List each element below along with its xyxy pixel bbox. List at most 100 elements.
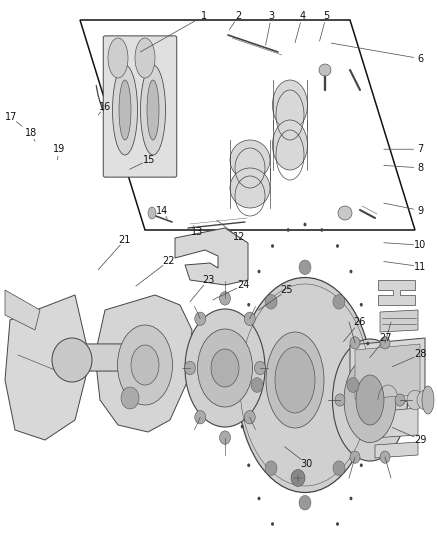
- Polygon shape: [372, 408, 418, 438]
- Circle shape: [254, 361, 265, 375]
- Circle shape: [350, 337, 360, 349]
- Ellipse shape: [117, 325, 173, 405]
- Circle shape: [258, 497, 261, 500]
- Text: 18: 18: [25, 128, 37, 138]
- Ellipse shape: [185, 309, 265, 427]
- Ellipse shape: [272, 80, 307, 130]
- Text: 26: 26: [353, 318, 365, 327]
- Ellipse shape: [131, 345, 159, 385]
- Text: 17: 17: [5, 112, 17, 122]
- Circle shape: [265, 294, 277, 309]
- Ellipse shape: [275, 347, 315, 413]
- Text: 16: 16: [99, 102, 111, 111]
- Polygon shape: [375, 442, 418, 458]
- Ellipse shape: [142, 93, 167, 108]
- Circle shape: [347, 378, 359, 392]
- Circle shape: [251, 378, 263, 392]
- Text: 29: 29: [414, 435, 427, 445]
- Ellipse shape: [141, 65, 166, 155]
- Ellipse shape: [338, 206, 352, 220]
- Polygon shape: [5, 290, 40, 330]
- Circle shape: [335, 394, 345, 406]
- Text: 4: 4: [299, 11, 305, 21]
- Polygon shape: [95, 295, 192, 432]
- Circle shape: [380, 337, 390, 349]
- Circle shape: [258, 270, 261, 273]
- Circle shape: [350, 451, 360, 463]
- Circle shape: [287, 228, 290, 232]
- Ellipse shape: [148, 207, 156, 219]
- Text: 7: 7: [417, 144, 424, 154]
- Circle shape: [366, 342, 369, 345]
- Circle shape: [395, 394, 405, 406]
- Ellipse shape: [266, 332, 324, 428]
- Circle shape: [368, 383, 371, 387]
- Text: 22: 22: [162, 256, 175, 266]
- Text: 27: 27: [379, 334, 392, 343]
- Circle shape: [360, 463, 363, 467]
- Text: 11: 11: [414, 262, 427, 271]
- Text: 6: 6: [417, 54, 424, 63]
- Ellipse shape: [230, 140, 270, 180]
- Circle shape: [195, 410, 206, 424]
- Ellipse shape: [135, 38, 155, 78]
- Circle shape: [244, 410, 255, 424]
- Text: 8: 8: [417, 163, 424, 173]
- Circle shape: [417, 390, 433, 410]
- Text: 13: 13: [191, 227, 203, 237]
- Ellipse shape: [140, 90, 170, 110]
- Circle shape: [184, 361, 195, 375]
- Polygon shape: [355, 344, 420, 399]
- Circle shape: [239, 383, 241, 387]
- Circle shape: [380, 451, 390, 463]
- Text: 24: 24: [237, 280, 249, 290]
- Polygon shape: [380, 310, 418, 332]
- Text: 15: 15: [143, 155, 155, 165]
- Circle shape: [299, 260, 311, 274]
- Circle shape: [350, 270, 353, 273]
- Ellipse shape: [119, 80, 131, 140]
- Circle shape: [333, 294, 345, 309]
- Circle shape: [320, 228, 323, 232]
- Text: 21: 21: [119, 235, 131, 245]
- Ellipse shape: [52, 338, 92, 382]
- Text: 1: 1: [201, 11, 207, 21]
- Circle shape: [219, 431, 230, 445]
- Ellipse shape: [356, 375, 384, 425]
- Circle shape: [244, 312, 255, 326]
- Ellipse shape: [113, 65, 138, 155]
- Circle shape: [121, 387, 139, 409]
- Circle shape: [195, 312, 206, 326]
- Circle shape: [350, 497, 353, 500]
- Polygon shape: [5, 295, 90, 440]
- Circle shape: [299, 495, 311, 510]
- Circle shape: [333, 461, 345, 475]
- Ellipse shape: [237, 278, 372, 492]
- Text: 2: 2: [236, 11, 242, 21]
- Circle shape: [360, 303, 363, 306]
- Text: 3: 3: [268, 11, 275, 21]
- Circle shape: [366, 425, 369, 429]
- Circle shape: [271, 244, 274, 248]
- Ellipse shape: [332, 339, 407, 461]
- Ellipse shape: [344, 358, 396, 442]
- Ellipse shape: [198, 329, 252, 407]
- Text: 19: 19: [53, 144, 65, 154]
- Ellipse shape: [211, 349, 239, 387]
- Text: 23: 23: [202, 275, 214, 285]
- Text: 30: 30: [300, 459, 313, 469]
- Text: 14: 14: [156, 206, 168, 215]
- Circle shape: [219, 292, 230, 305]
- Ellipse shape: [147, 80, 159, 140]
- Circle shape: [291, 470, 305, 487]
- Text: 10: 10: [414, 240, 427, 250]
- Text: 5: 5: [323, 11, 329, 21]
- Circle shape: [247, 463, 250, 467]
- Text: 25: 25: [281, 286, 293, 295]
- Ellipse shape: [422, 386, 434, 414]
- Text: 28: 28: [414, 350, 427, 359]
- Text: 9: 9: [417, 206, 424, 215]
- Circle shape: [304, 223, 307, 227]
- Polygon shape: [378, 280, 415, 305]
- FancyBboxPatch shape: [103, 36, 177, 177]
